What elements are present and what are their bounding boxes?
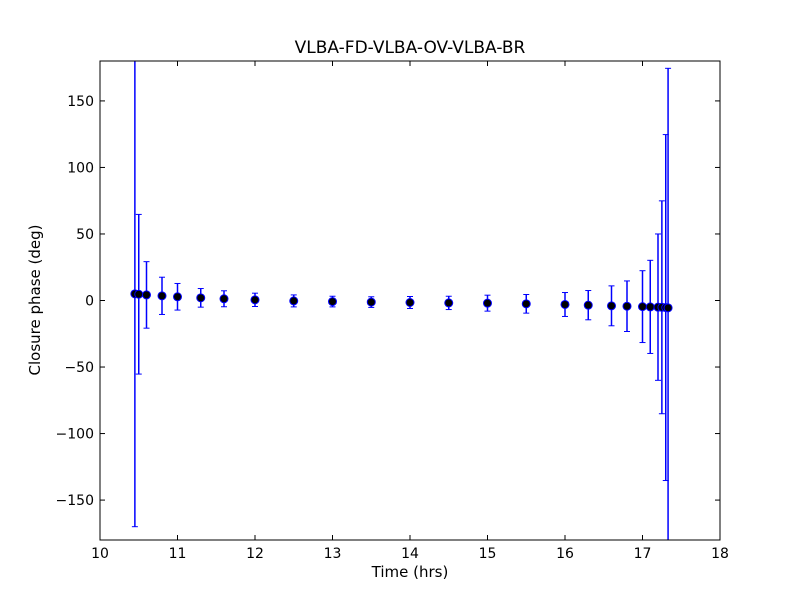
data-point: [289, 296, 299, 306]
y-tick-label: 50: [76, 227, 94, 243]
data-point: [328, 297, 337, 307]
data-point: [607, 301, 616, 311]
data-point: [196, 293, 206, 303]
data-point: [645, 302, 655, 312]
y-tick-label: 100: [67, 160, 94, 176]
data-point: [483, 298, 492, 308]
data-point: [638, 302, 647, 312]
data-point: [219, 294, 229, 304]
y-axis-label: Closure phase (deg): [26, 225, 44, 376]
plot-area: [130, 61, 673, 540]
data-point: [521, 299, 531, 309]
data-point: [250, 295, 260, 305]
data-point: [444, 298, 454, 308]
x-tick-label: 17: [634, 546, 652, 562]
y-tick-label: −50: [64, 360, 94, 376]
x-tick-label: 12: [246, 546, 264, 562]
data-point: [366, 297, 376, 307]
y-tick-label: −100: [56, 427, 94, 443]
x-tick-label: 15: [479, 546, 497, 562]
data-point: [405, 297, 415, 307]
y-tick-label: 150: [67, 94, 94, 110]
data-point: [173, 292, 182, 302]
data-point: [583, 300, 593, 310]
data-point: [157, 291, 167, 301]
x-tick-label: 18: [711, 546, 729, 562]
y-tick-label: 0: [85, 294, 94, 310]
x-tick-label: 10: [91, 546, 109, 562]
x-tick-label: 14: [401, 546, 419, 562]
x-tick-label: 13: [324, 546, 342, 562]
data-point: [663, 303, 673, 313]
data-point: [142, 290, 151, 300]
x-axis-label: Time (hrs): [371, 563, 449, 581]
data-point: [560, 299, 570, 309]
x-tick-label: 16: [556, 546, 574, 562]
chart-title: VLBA-FD-VLBA-OV-VLBA-BR: [295, 38, 526, 58]
y-tick-label: −150: [56, 493, 94, 509]
data-point: [134, 289, 144, 299]
data-point: [622, 301, 632, 311]
x-tick-label: 11: [169, 546, 187, 562]
